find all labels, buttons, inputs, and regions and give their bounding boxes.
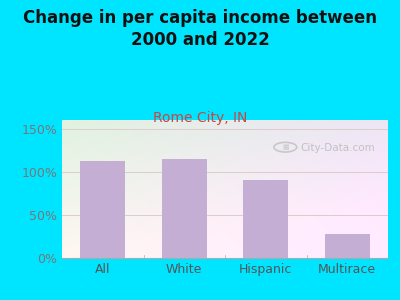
- Bar: [80, 161, 125, 258]
- Bar: [243, 179, 288, 258]
- Text: Change in per capita income between
2000 and 2022: Change in per capita income between 2000…: [23, 9, 377, 49]
- Text: City-Data.com: City-Data.com: [300, 142, 375, 153]
- Bar: [325, 234, 370, 258]
- Text: ▦: ▦: [282, 144, 289, 150]
- Text: Rome City, IN: Rome City, IN: [153, 111, 247, 125]
- Bar: [162, 159, 207, 258]
